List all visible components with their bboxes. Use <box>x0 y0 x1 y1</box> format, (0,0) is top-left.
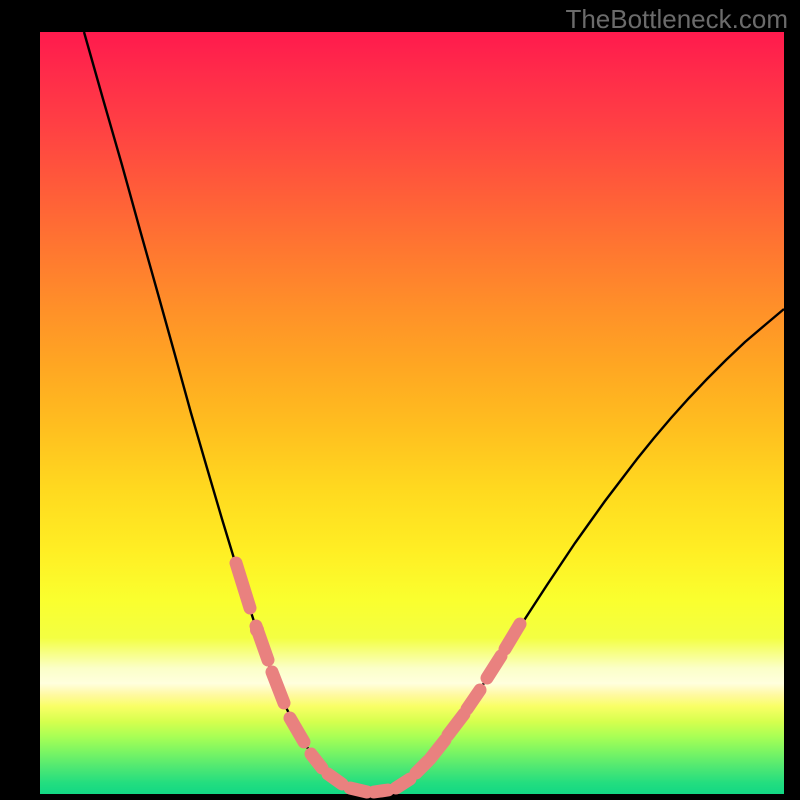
chart-canvas: TheBottleneck.com <box>0 0 800 800</box>
overlay-segment <box>396 779 410 788</box>
overlay-segment <box>311 754 322 768</box>
overlay-segment <box>350 788 367 792</box>
watermark-text: TheBottleneck.com <box>565 4 788 35</box>
plot-svg <box>0 0 800 800</box>
overlay-segment <box>374 790 388 792</box>
overlay-dot <box>250 623 264 637</box>
overlay-segment <box>328 774 342 784</box>
plot-background <box>40 32 784 794</box>
